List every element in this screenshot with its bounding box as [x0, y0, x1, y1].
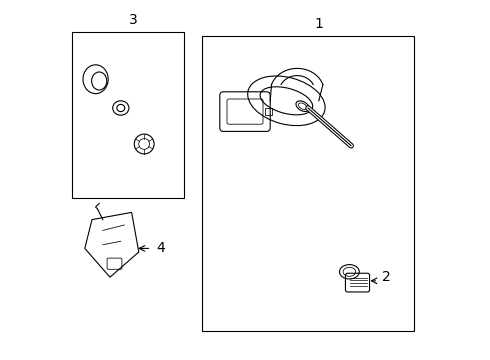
Text: 3: 3: [129, 13, 138, 27]
Ellipse shape: [298, 103, 307, 109]
Text: 2: 2: [382, 270, 391, 284]
Text: 1: 1: [314, 17, 323, 31]
Ellipse shape: [260, 87, 313, 115]
Ellipse shape: [296, 101, 309, 112]
Bar: [202, 36, 414, 331]
Text: 4: 4: [157, 242, 166, 255]
Bar: [72, 32, 184, 198]
Bar: [265, 108, 272, 115]
